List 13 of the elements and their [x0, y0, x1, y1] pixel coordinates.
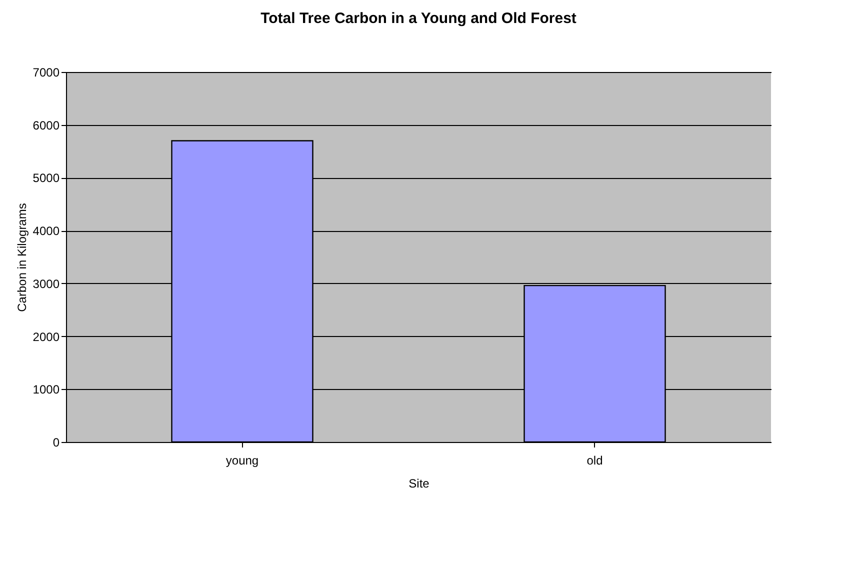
- y-tick-label: 6000: [32, 118, 60, 132]
- x-axis-title: Site: [408, 476, 430, 490]
- chart-title: Total Tree Carbon in a Young and Old Forest: [260, 10, 576, 27]
- y-tick-label: 5000: [32, 171, 60, 186]
- y-tick-label: 2000: [32, 330, 60, 344]
- x-tick-label: young: [226, 454, 259, 468]
- y-tick-label: 3000: [32, 276, 60, 291]
- y-tick-label: 0: [52, 436, 60, 450]
- y-tick-label: 1000: [32, 382, 60, 397]
- y-tick-label: 4000: [32, 224, 60, 238]
- y-axis-title: Carbon in Kilograms: [14, 203, 29, 312]
- x-tick-label: old: [586, 454, 603, 468]
- y-tick-label: 7000: [32, 66, 60, 80]
